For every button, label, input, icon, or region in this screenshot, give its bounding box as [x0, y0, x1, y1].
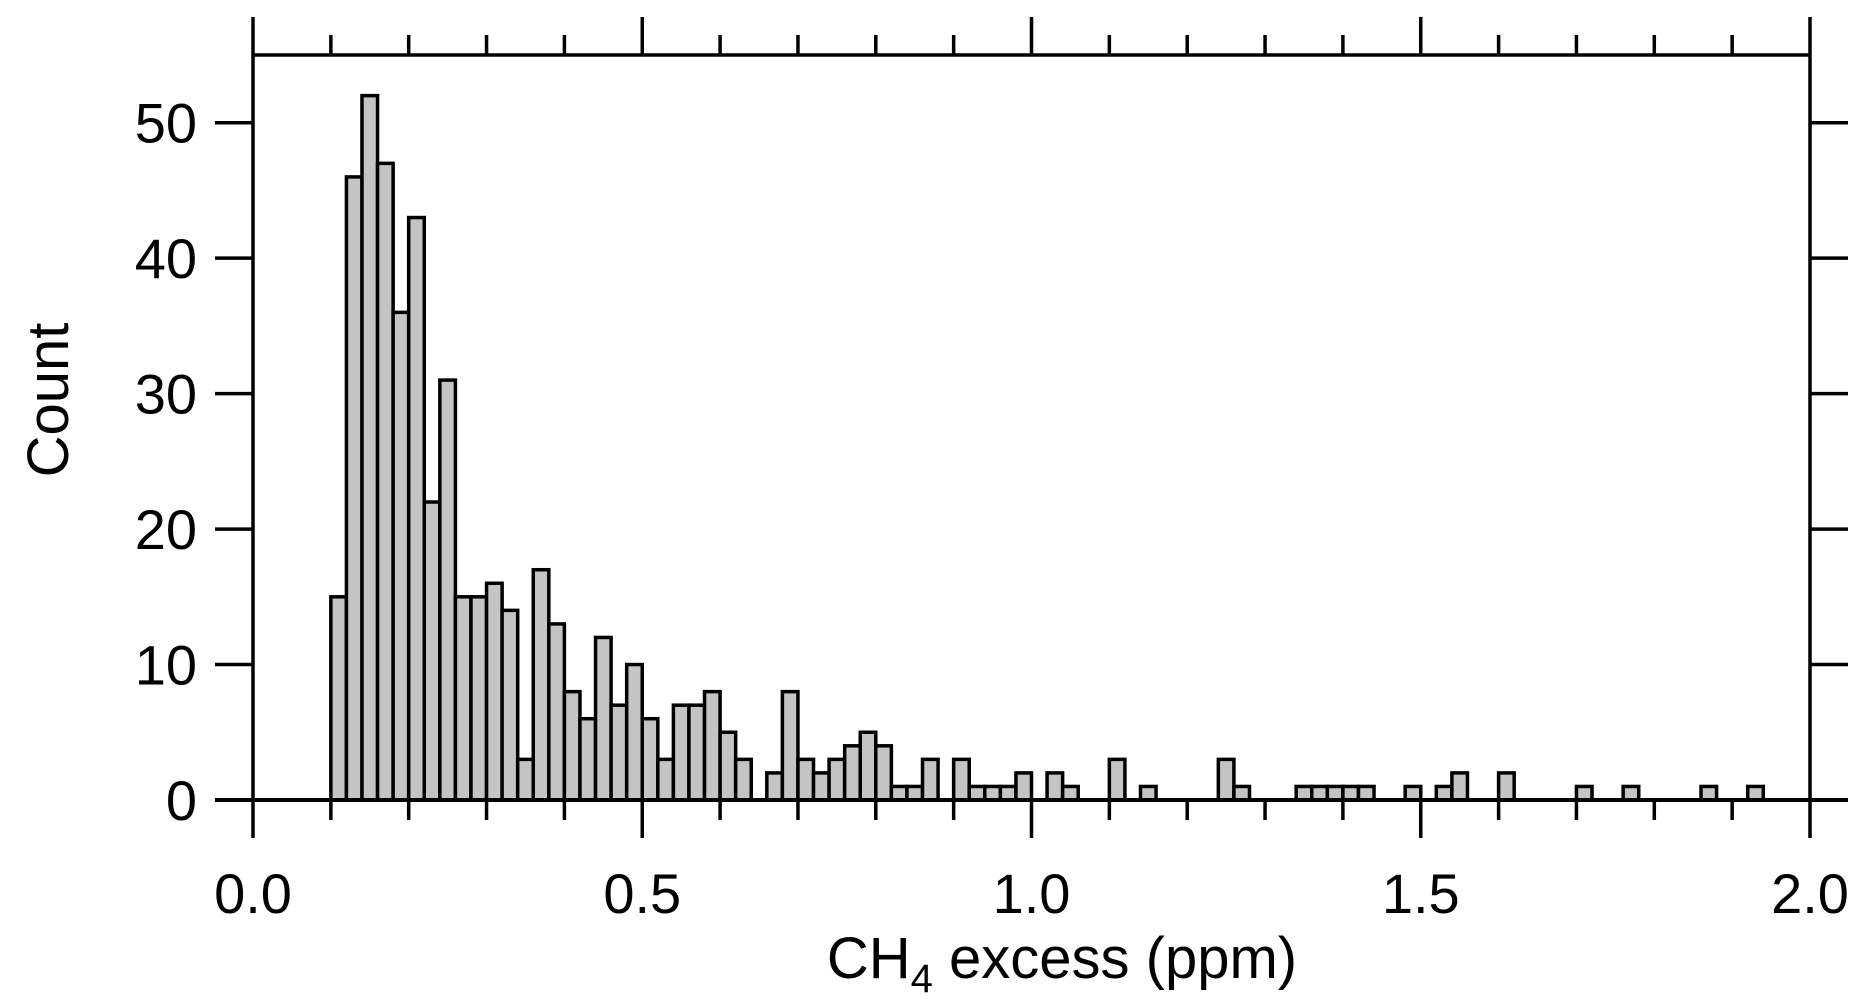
y-tick-label: 0	[166, 769, 197, 832]
histogram-bar	[531, 567, 551, 802]
histogram-bar	[391, 310, 411, 802]
histogram-bars	[329, 93, 1766, 802]
histogram-bar	[1341, 784, 1361, 802]
histogram-bar	[874, 744, 894, 802]
histogram-bar	[733, 757, 753, 802]
histogram-bar	[796, 757, 816, 802]
histogram-bar	[951, 757, 971, 802]
histogram-bar	[562, 689, 582, 802]
histogram-bar	[453, 595, 473, 802]
histogram-bar	[905, 784, 925, 802]
histogram-bar	[811, 771, 831, 802]
histogram-bar	[500, 608, 520, 802]
y-tick-label: 10	[135, 634, 197, 697]
histogram-bar	[967, 784, 987, 802]
histogram-bar	[1496, 771, 1516, 802]
axis-ticks	[215, 17, 1848, 838]
histogram-bar	[1356, 784, 1376, 802]
histogram-bar	[422, 500, 442, 802]
axis-tick-labels: 0.0 0.5 1.0 1.5 2.0 0 10 20 30 40 50	[135, 92, 1849, 925]
histogram-bar	[469, 595, 489, 802]
histogram-bar	[765, 771, 785, 802]
histogram-bar	[593, 635, 613, 802]
histogram-bar	[1310, 784, 1330, 802]
histogram-bar	[1325, 784, 1345, 802]
histogram-bar	[1045, 771, 1065, 802]
histogram-bar	[515, 757, 536, 802]
histogram-bar	[1138, 784, 1158, 802]
y-axis-label: Count	[16, 323, 81, 478]
histogram-bar	[889, 784, 909, 802]
histogram-bar	[609, 703, 629, 802]
histogram-bar	[1621, 784, 1641, 802]
histogram-bar	[1107, 757, 1127, 802]
histogram-bar	[1014, 771, 1034, 802]
histogram-bar	[1403, 784, 1423, 802]
x-tick-label: 0.5	[603, 862, 681, 925]
histogram-bar	[702, 689, 722, 802]
histogram-bar	[329, 595, 349, 802]
y-tick-label: 30	[135, 363, 197, 426]
histogram-bar	[624, 662, 644, 802]
y-tick-label: 50	[135, 92, 197, 155]
x-tick-label: 2.0	[1771, 862, 1849, 925]
histogram-bar	[484, 581, 504, 802]
histogram-bar	[1232, 784, 1252, 802]
histogram-bar	[344, 175, 364, 802]
histogram-bar	[547, 622, 567, 802]
histogram-bar	[687, 703, 707, 802]
histogram-bar	[920, 757, 940, 802]
histogram-bar	[1216, 757, 1236, 802]
x-axis-label: CH4 excess (ppm)	[827, 926, 1297, 1001]
y-tick-label: 40	[135, 227, 197, 290]
histogram-bar	[1294, 784, 1314, 802]
histogram-bar	[998, 784, 1018, 802]
histogram-bar	[983, 784, 1003, 802]
histogram-bar	[578, 716, 598, 802]
x-axis-label-subscript: 4	[911, 957, 933, 1001]
x-axis-label-main: CH	[827, 926, 911, 991]
histogram-bar	[1745, 784, 1766, 802]
x-tick-label: 1.5	[1382, 862, 1460, 925]
histogram-bar	[1699, 784, 1719, 802]
histogram-bar	[406, 215, 427, 802]
histogram-bar	[842, 744, 862, 802]
histogram-bar	[780, 689, 800, 802]
histogram-bar	[360, 93, 380, 802]
x-axis-label-suffix: excess (ppm)	[933, 926, 1297, 991]
histogram-bar	[1060, 784, 1080, 802]
histogram-bar	[375, 161, 395, 802]
y-tick-label: 20	[135, 498, 197, 561]
histogram-bar	[438, 378, 458, 802]
histogram-bar	[1434, 784, 1454, 802]
x-tick-label: 1.0	[993, 862, 1071, 925]
histogram-bar	[640, 716, 660, 802]
histogram-bar	[858, 730, 878, 802]
x-tick-label: 0.0	[214, 862, 292, 925]
histogram-bar	[1450, 771, 1470, 802]
histogram-bar	[656, 757, 676, 802]
histogram-bar	[827, 757, 847, 802]
histogram-bar	[671, 703, 691, 802]
histogram-bar	[1574, 784, 1594, 802]
histogram-bar	[718, 730, 738, 802]
